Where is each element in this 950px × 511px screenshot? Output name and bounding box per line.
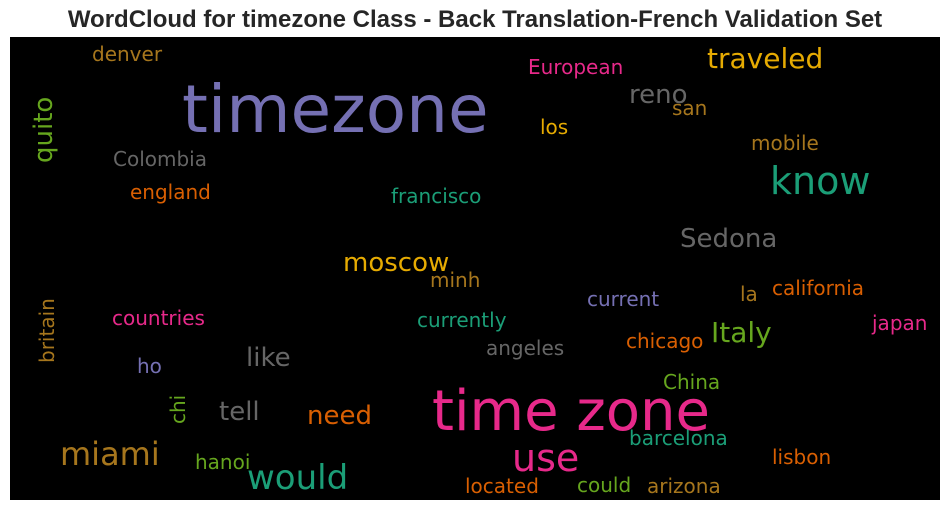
word-san: san (672, 96, 707, 120)
word-angeles: angeles (486, 336, 564, 360)
word-los: los (540, 115, 568, 139)
wordcloud-svg: timezone time zone know use would miami travel… (29, 42, 927, 498)
word-england: england (130, 180, 211, 204)
word-time-zone: time zone (432, 379, 710, 444)
word-quito: quito (29, 97, 59, 163)
word-china: China (663, 370, 720, 394)
word-colombia: Colombia (113, 147, 207, 171)
word-denver: denver (92, 42, 163, 66)
word-tell: tell (219, 397, 260, 427)
word-miami: miami (60, 435, 160, 473)
word-european: European (528, 55, 623, 79)
word-use: use (512, 436, 579, 480)
word-la: la (740, 282, 758, 306)
word-ho: ho (137, 354, 162, 378)
word-currently: currently (417, 308, 507, 332)
word-moscow: moscow (343, 248, 449, 278)
word-chi: chi (166, 395, 190, 424)
word-california: california (772, 276, 864, 300)
word-mobile: mobile (751, 131, 819, 155)
word-could: could (577, 473, 631, 497)
word-italy: Italy (711, 316, 772, 349)
word-countries: countries (112, 306, 205, 330)
word-barcelona: barcelona (629, 426, 728, 450)
word-reno: reno (629, 80, 688, 110)
word-hanoi: hanoi (195, 450, 250, 474)
word-located: located (465, 474, 539, 498)
word-current: current (587, 287, 659, 311)
word-minh: minh (430, 268, 480, 292)
word-chicago: chicago (626, 329, 703, 353)
word-francisco: francisco (391, 184, 481, 208)
chart-title: WordCloud for timezone Class - Back Tran… (67, 6, 883, 33)
word-need: need (307, 401, 372, 431)
word-would: would (247, 458, 348, 498)
word-timezone: timezone (182, 71, 489, 148)
word-britain: britain (35, 298, 59, 363)
word-like: like (246, 343, 291, 373)
word-arizona: arizona (647, 474, 721, 498)
wordcloud-canvas: timezone time zone know use would miami travel… (10, 37, 940, 500)
word-traveled: traveled (707, 42, 823, 75)
word-know: know (770, 159, 870, 203)
word-lisbon: lisbon (772, 445, 831, 469)
word-japan: japan (871, 311, 927, 335)
word-sedona: Sedona (680, 224, 777, 254)
